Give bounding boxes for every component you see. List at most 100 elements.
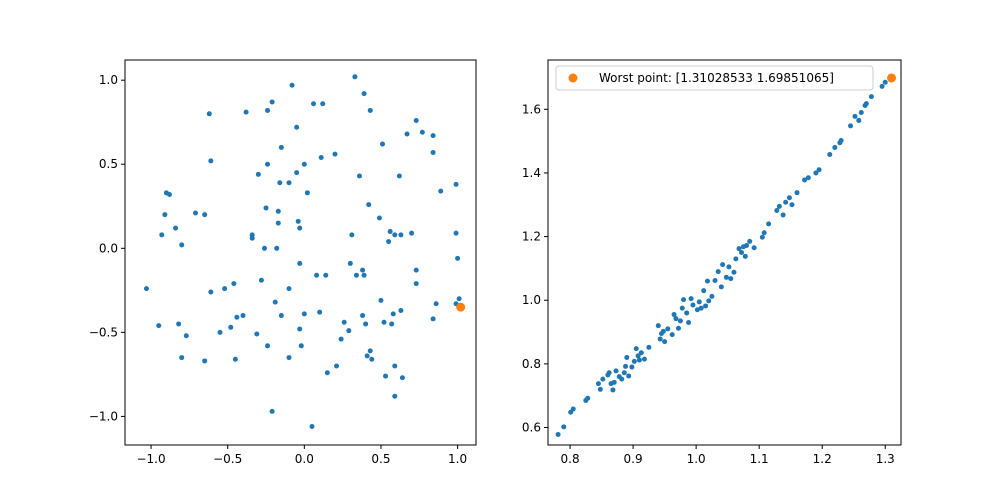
data-point bbox=[364, 353, 370, 359]
y-tick-label: 1.2 bbox=[522, 230, 541, 244]
data-point bbox=[332, 151, 338, 157]
data-point bbox=[698, 305, 704, 311]
y-tick-label: 0.6 bbox=[522, 421, 541, 435]
data-point bbox=[733, 256, 739, 262]
data-point bbox=[258, 277, 264, 283]
data-point bbox=[179, 355, 185, 361]
data-point bbox=[611, 379, 617, 385]
data-point bbox=[228, 324, 234, 330]
data-point bbox=[297, 225, 303, 231]
data-point bbox=[715, 269, 721, 275]
data-point bbox=[255, 171, 261, 177]
data-point bbox=[624, 355, 630, 360]
data-point bbox=[597, 386, 603, 392]
data-point bbox=[249, 232, 255, 238]
data-point bbox=[275, 220, 281, 226]
data-point bbox=[360, 313, 366, 319]
data-point bbox=[278, 144, 284, 150]
data-point bbox=[453, 230, 459, 236]
data-point bbox=[595, 381, 601, 387]
data-point bbox=[701, 288, 707, 294]
data-point bbox=[357, 173, 363, 179]
data-point bbox=[600, 376, 606, 382]
data-point bbox=[838, 138, 844, 143]
data-point bbox=[696, 299, 702, 305]
data-point bbox=[347, 260, 353, 266]
data-point bbox=[314, 272, 320, 278]
data-point bbox=[570, 406, 576, 412]
data-point bbox=[294, 124, 300, 130]
data-point bbox=[456, 296, 462, 302]
data-point bbox=[430, 133, 436, 139]
data-point bbox=[363, 321, 369, 327]
data-point bbox=[297, 326, 303, 332]
data-point bbox=[726, 264, 732, 270]
data-point bbox=[390, 311, 396, 317]
data-point bbox=[657, 336, 663, 342]
data-point bbox=[381, 319, 387, 325]
data-point bbox=[638, 350, 644, 356]
left-scatter-plot: −1.0 −0.5 0.0 0.5 1.0 −1.0 −0.5 0.0 0.5 1.0 bbox=[89, 59, 477, 466]
data-point bbox=[269, 99, 275, 105]
data-point bbox=[208, 289, 214, 295]
data-point bbox=[720, 262, 726, 268]
x-tick-label: 1.2 bbox=[813, 452, 832, 466]
data-point bbox=[555, 432, 561, 437]
data-point bbox=[301, 311, 307, 317]
data-point bbox=[176, 321, 182, 327]
data-point bbox=[669, 332, 675, 338]
data-point bbox=[396, 173, 402, 179]
data-point bbox=[159, 232, 165, 238]
y-tick-label: 1.0 bbox=[99, 73, 118, 87]
data-point bbox=[156, 323, 162, 329]
data-point bbox=[404, 131, 410, 137]
data-point bbox=[766, 221, 772, 227]
data-point bbox=[231, 281, 237, 287]
data-point bbox=[789, 202, 795, 208]
data-point bbox=[274, 245, 280, 251]
data-point bbox=[879, 83, 885, 89]
data-point bbox=[295, 218, 301, 224]
data-point bbox=[338, 336, 344, 342]
data-point bbox=[761, 230, 767, 236]
data-point bbox=[636, 357, 642, 363]
data-point bbox=[263, 205, 269, 211]
data-point bbox=[832, 145, 838, 150]
x-tick-label: −0.5 bbox=[213, 452, 242, 466]
data-point bbox=[392, 393, 398, 399]
data-point bbox=[739, 250, 745, 255]
data-point bbox=[805, 175, 811, 181]
data-point bbox=[222, 286, 228, 292]
data-point bbox=[623, 363, 629, 369]
data-point bbox=[367, 348, 373, 354]
data-point bbox=[243, 109, 249, 115]
data-point bbox=[848, 123, 854, 129]
data-point bbox=[234, 314, 240, 320]
data-point bbox=[392, 363, 398, 369]
data-point bbox=[646, 344, 652, 350]
data-point bbox=[217, 329, 223, 335]
data-point bbox=[318, 155, 324, 161]
data-point bbox=[783, 199, 789, 205]
right-scatter-plot: 0.8 0.9 1.0 1.1 1.2 1.3 0.6 0.8 1.0 1.2 1.4 1.6 Wors… bbox=[522, 59, 902, 466]
data-point bbox=[386, 239, 392, 245]
data-point bbox=[317, 309, 323, 315]
data-point bbox=[286, 355, 292, 361]
data-point bbox=[827, 152, 833, 157]
data-point bbox=[173, 225, 179, 231]
data-point bbox=[662, 339, 668, 345]
x-tick-label: 0.9 bbox=[624, 452, 643, 466]
data-point bbox=[179, 242, 185, 248]
data-point bbox=[430, 149, 436, 155]
data-point bbox=[413, 267, 419, 273]
data-point bbox=[254, 331, 260, 337]
plot-area bbox=[125, 60, 476, 445]
data-point bbox=[731, 269, 737, 275]
data-point bbox=[193, 210, 199, 216]
data-point bbox=[438, 188, 444, 194]
data-point bbox=[309, 424, 315, 430]
data-point bbox=[688, 296, 694, 302]
data-point bbox=[455, 255, 461, 261]
axes-frame bbox=[124, 59, 477, 446]
data-point bbox=[265, 107, 271, 113]
